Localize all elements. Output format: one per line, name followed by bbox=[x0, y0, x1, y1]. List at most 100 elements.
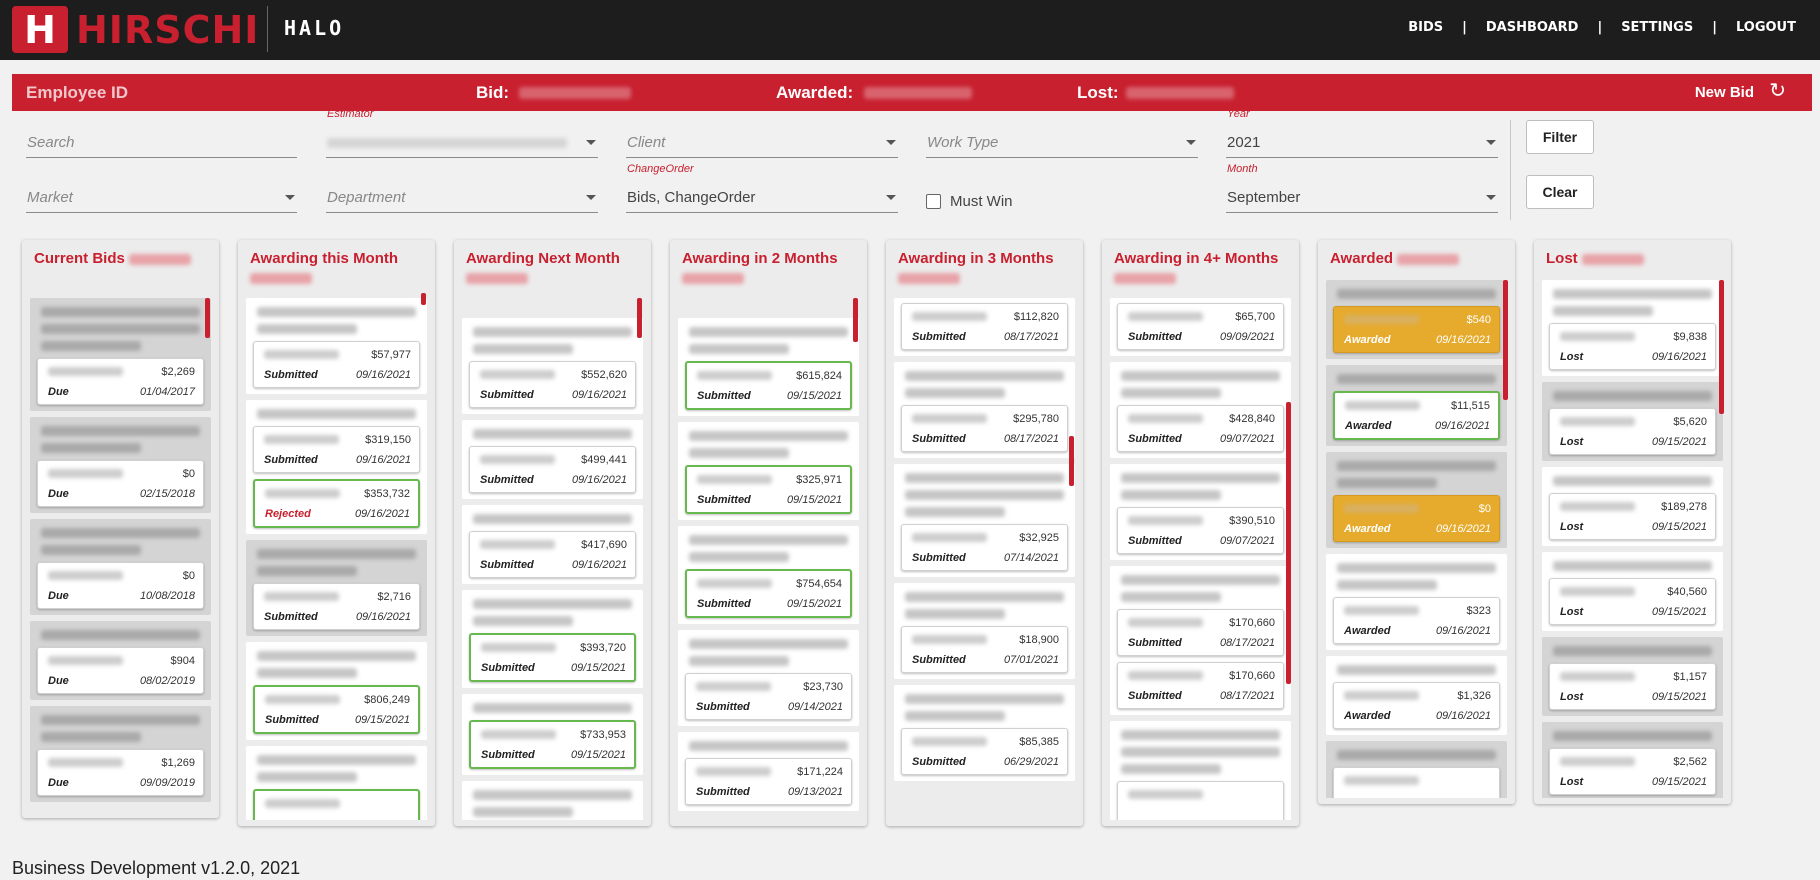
bid-item[interactable]: $32,925 Submitted 07/14/2021 bbox=[894, 464, 1075, 577]
bid-item[interactable] bbox=[462, 781, 643, 820]
bid-card[interactable]: $1,157 Lost 09/15/2021 bbox=[1549, 663, 1716, 710]
bid-item[interactable]: $9,838 Lost 09/16/2021 bbox=[1542, 280, 1723, 376]
work-type-select[interactable]: Work Type bbox=[926, 124, 1198, 158]
scrollbar-thumb[interactable] bbox=[421, 293, 426, 305]
bid-item[interactable]: $325,971 Submitted 09/15/2021 bbox=[678, 422, 859, 520]
bid-item[interactable]: $40,560 Lost 09/15/2021 bbox=[1542, 552, 1723, 631]
bid-card[interactable]: $2,716 Submitted 09/16/2021 bbox=[253, 583, 420, 630]
bid-card[interactable]: $0 Due 02/15/2018 bbox=[37, 460, 204, 507]
bid-item[interactable]: $5,620 Lost 09/15/2021 bbox=[1542, 382, 1723, 461]
bid-card[interactable] bbox=[253, 789, 420, 820]
bid-card[interactable]: $57,977 Submitted 09/16/2021 bbox=[253, 341, 420, 388]
bid-card[interactable]: $1,326 Awarded 09/16/2021 bbox=[1333, 682, 1500, 729]
bid-card[interactable]: $2,562 Lost 09/15/2021 bbox=[1549, 748, 1716, 795]
bid-item[interactable]: $57,977 Submitted 09/16/2021 bbox=[246, 298, 427, 394]
scrollbar-thumb[interactable] bbox=[1286, 402, 1291, 684]
scrollbar-thumb[interactable] bbox=[205, 298, 210, 338]
bid-card[interactable]: $323 Awarded 09/16/2021 bbox=[1333, 597, 1500, 644]
bid-card[interactable]: $2,269 Due 01/04/2017 bbox=[37, 358, 204, 405]
bid-item[interactable]: $0 Due 10/08/2018 bbox=[30, 519, 211, 615]
bid-item[interactable]: $170,660 Submitted 08/17/2021 $170,660 Submi… bbox=[1110, 566, 1291, 715]
bid-card[interactable]: $319,150 Submitted 09/16/2021 bbox=[253, 426, 420, 473]
search-input[interactable]: Search bbox=[26, 124, 297, 158]
bid-item[interactable]: $18,900 Submitted 07/01/2021 bbox=[894, 583, 1075, 679]
bid-item[interactable]: $112,820 Submitted 08/17/2021 bbox=[894, 298, 1075, 356]
bid-item[interactable]: $417,690 Submitted 09/16/2021 bbox=[462, 505, 643, 584]
column-list[interactable]: $112,820 Submitted 08/17/2021 $295,780 Submi… bbox=[894, 298, 1075, 820]
nav-bids[interactable]: BIDS bbox=[1408, 20, 1444, 35]
nav-logout[interactable]: LOGOUT bbox=[1735, 20, 1796, 35]
bid-item[interactable]: $904 Due 08/02/2019 bbox=[30, 621, 211, 700]
bid-card[interactable]: $32,925 Submitted 07/14/2021 bbox=[901, 524, 1068, 571]
market-select[interactable]: Market bbox=[26, 179, 297, 213]
bid-card[interactable]: $170,660 Submitted 08/17/2021 bbox=[1117, 609, 1284, 656]
clear-button[interactable]: Clear bbox=[1526, 175, 1594, 209]
bid-item[interactable]: $323 Awarded 09/16/2021 bbox=[1326, 554, 1507, 650]
bid-item[interactable]: $390,510 Submitted 09/07/2021 bbox=[1110, 464, 1291, 560]
scrollbar-thumb[interactable] bbox=[853, 298, 858, 342]
estimator-select[interactable]: Estimator bbox=[326, 108, 598, 158]
bid-card[interactable]: $295,780 Submitted 08/17/2021 bbox=[901, 405, 1068, 452]
bid-item[interactable]: $733,953 Submitted 09/15/2021 bbox=[462, 694, 643, 775]
bid-card[interactable]: $9,838 Lost 09/16/2021 bbox=[1549, 323, 1716, 370]
change-order-select[interactable]: ChangeOrder Bids, ChangeOrder bbox=[626, 163, 898, 213]
nav-settings[interactable]: SETTINGS bbox=[1621, 20, 1694, 35]
bid-card[interactable]: $65,700 Submitted 09/09/2021 bbox=[1117, 303, 1284, 350]
bid-item[interactable]: $171,224 Submitted 09/13/2021 bbox=[678, 732, 859, 811]
bid-card[interactable]: $540 Awarded 09/16/2021 bbox=[1333, 306, 1500, 353]
bid-item[interactable] bbox=[246, 746, 427, 820]
bid-item[interactable]: $2,562 Lost 09/15/2021 bbox=[1542, 722, 1723, 798]
new-bid-button[interactable]: New Bid bbox=[1694, 84, 1754, 101]
column-list[interactable]: $57,977 Submitted 09/16/2021 $319,150 Submit… bbox=[246, 298, 427, 820]
bid-card[interactable]: $393,720 Submitted 09/15/2021 bbox=[469, 633, 636, 682]
column-list[interactable]: $615,824 Submitted 09/15/2021 $325,971 Submi… bbox=[678, 318, 859, 820]
bid-card[interactable] bbox=[1117, 781, 1284, 820]
bid-item[interactable] bbox=[1326, 741, 1507, 798]
bid-card[interactable]: $189,278 Lost 09/15/2021 bbox=[1549, 493, 1716, 540]
bid-item[interactable]: $1,326 Awarded 09/16/2021 bbox=[1326, 656, 1507, 735]
bid-item[interactable]: $0 Due 02/15/2018 bbox=[30, 417, 211, 513]
bid-item[interactable]: $85,385 Submitted 06/29/2021 bbox=[894, 685, 1075, 781]
bid-item[interactable]: $0 Awarded 09/16/2021 bbox=[1326, 452, 1507, 548]
bid-card[interactable]: $1,269 Due 09/09/2019 bbox=[37, 749, 204, 796]
scrollbar-thumb[interactable] bbox=[1719, 280, 1724, 414]
bid-card[interactable]: $390,510 Submitted 09/07/2021 bbox=[1117, 507, 1284, 554]
bid-item[interactable]: $11,515 Awarded 09/16/2021 bbox=[1326, 365, 1507, 446]
column-list[interactable]: $552,620 Submitted 09/16/2021 $499,441 Submi… bbox=[462, 318, 643, 820]
bid-card[interactable]: $11,515 Awarded 09/16/2021 bbox=[1333, 391, 1500, 440]
bid-item[interactable]: $189,278 Lost 09/15/2021 bbox=[1542, 467, 1723, 546]
hirschi-logo-icon[interactable]: H bbox=[12, 6, 68, 53]
bid-card[interactable] bbox=[1333, 767, 1500, 798]
column-list[interactable]: $9,838 Lost 09/16/2021 $5,620 Lost 09/15/2021… bbox=[1542, 280, 1723, 798]
bid-item[interactable]: $1,269 Due 09/09/2019 bbox=[30, 706, 211, 802]
bid-card[interactable]: $112,820 Submitted 08/17/2021 bbox=[901, 303, 1068, 350]
bid-item[interactable]: $615,824 Submitted 09/15/2021 bbox=[678, 318, 859, 416]
bid-item[interactable]: $499,441 Submitted 09/16/2021 bbox=[462, 420, 643, 499]
scrollbar-thumb[interactable] bbox=[637, 298, 642, 338]
bid-card[interactable]: $325,971 Submitted 09/15/2021 bbox=[685, 465, 852, 514]
bid-card[interactable]: $615,824 Submitted 09/15/2021 bbox=[685, 361, 852, 410]
bid-item[interactable]: $428,840 Submitted 09/07/2021 bbox=[1110, 362, 1291, 458]
bid-card[interactable]: $552,620 Submitted 09/16/2021 bbox=[469, 361, 636, 408]
bid-item[interactable]: $806,249 Submitted 09/15/2021 bbox=[246, 642, 427, 740]
bid-card[interactable]: $733,953 Submitted 09/15/2021 bbox=[469, 720, 636, 769]
year-select[interactable]: Year 2021 bbox=[1226, 108, 1498, 158]
bid-card[interactable]: $499,441 Submitted 09/16/2021 bbox=[469, 446, 636, 493]
bid-item[interactable]: $295,780 Submitted 08/17/2021 bbox=[894, 362, 1075, 458]
month-select[interactable]: Month September bbox=[1226, 163, 1498, 213]
column-list[interactable]: $540 Awarded 09/16/2021 $11,515 Awarded 09/16… bbox=[1326, 280, 1507, 798]
client-select[interactable]: Client bbox=[626, 124, 898, 158]
column-list[interactable]: $65,700 Submitted 09/09/2021 $428,840 Submit… bbox=[1110, 298, 1291, 820]
bid-item[interactable]: $65,700 Submitted 09/09/2021 bbox=[1110, 298, 1291, 356]
bid-card[interactable]: $0 Due 10/08/2018 bbox=[37, 562, 204, 609]
must-win-checkbox[interactable] bbox=[926, 194, 941, 209]
bid-card[interactable]: $23,730 Submitted 09/14/2021 bbox=[685, 673, 852, 720]
bid-card[interactable]: $0 Awarded 09/16/2021 bbox=[1333, 495, 1500, 542]
bid-card[interactable]: $85,385 Submitted 06/29/2021 bbox=[901, 728, 1068, 775]
bid-card[interactable]: $18,900 Submitted 07/01/2021 bbox=[901, 626, 1068, 673]
bid-item[interactable]: $754,654 Submitted 09/15/2021 bbox=[678, 526, 859, 624]
refresh-icon[interactable]: ↻ bbox=[1769, 80, 1786, 102]
bid-card[interactable]: $904 Due 08/02/2019 bbox=[37, 647, 204, 694]
bid-item[interactable]: $23,730 Submitted 09/14/2021 bbox=[678, 630, 859, 726]
bid-item[interactable]: $2,716 Submitted 09/16/2021 bbox=[246, 540, 427, 636]
